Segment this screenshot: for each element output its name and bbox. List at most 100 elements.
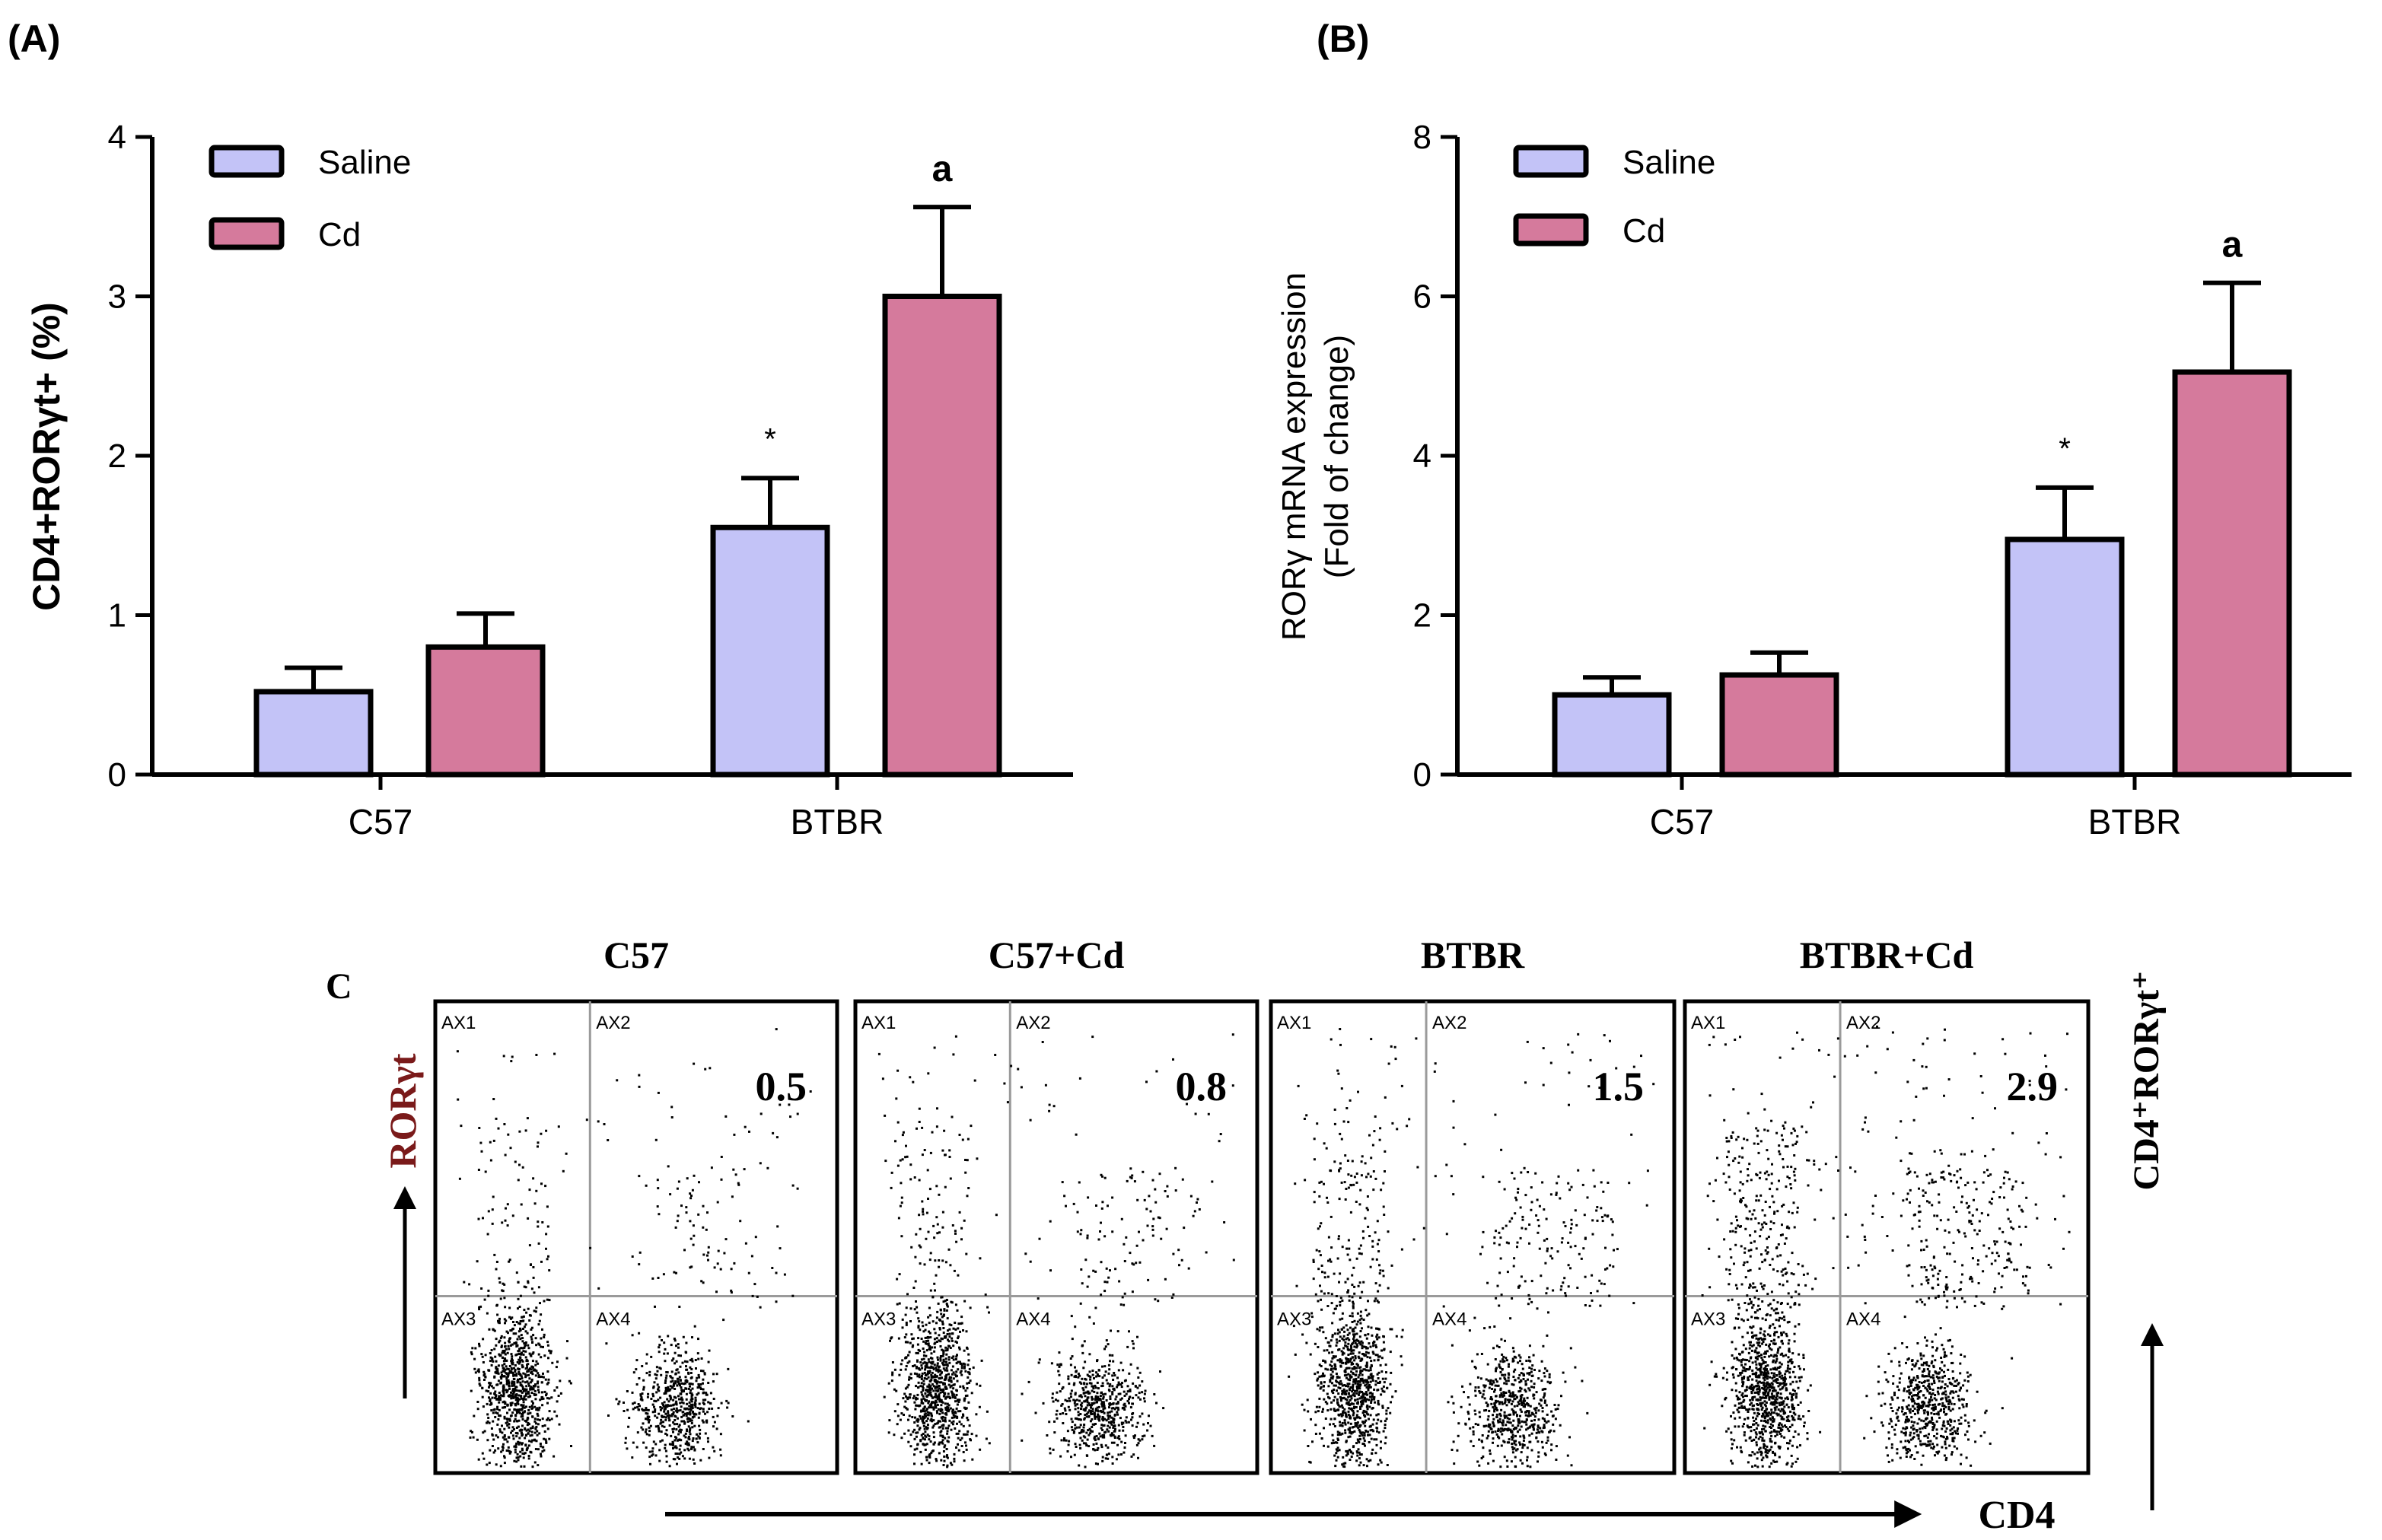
event-dot (1374, 1401, 1376, 1404)
event-dot (1080, 1405, 1083, 1408)
event-dot (1347, 1395, 1350, 1398)
event-dot (1532, 1424, 1535, 1427)
event-dot (482, 1374, 486, 1377)
event-dot (930, 1401, 933, 1404)
event-dot (1522, 1435, 1525, 1438)
event-dot (915, 1431, 918, 1434)
event-dot (1084, 1258, 1088, 1262)
event-dot (680, 1428, 683, 1431)
event-dot (502, 1350, 505, 1352)
event-dot (1554, 1418, 1557, 1421)
dot-plot-title: C57+Cd (989, 934, 1125, 976)
event-dot (1093, 1437, 1096, 1440)
event-dot (1515, 1395, 1518, 1398)
event-dot (1367, 1430, 1370, 1433)
event-dot (489, 1141, 492, 1144)
event-dot (912, 1365, 915, 1367)
event-dot (1371, 1375, 1374, 1378)
event-dot (1104, 1430, 1107, 1433)
event-dot (513, 1459, 516, 1462)
event-dot (939, 1359, 942, 1362)
event-dot (1333, 1441, 1336, 1444)
event-dot (1511, 1391, 1514, 1394)
event-dot (524, 1330, 527, 1333)
event-dot (487, 1210, 490, 1213)
event-dot (1093, 1390, 1096, 1393)
event-dot (487, 1289, 490, 1292)
event-dot (955, 1432, 958, 1435)
event-dot (896, 1403, 900, 1406)
event-dot (944, 1349, 947, 1352)
event-dot (1094, 1423, 1097, 1425)
event-dot (934, 1402, 937, 1404)
event-dot (1339, 1387, 1342, 1389)
event-dot (528, 1395, 531, 1398)
event-dot (1063, 1437, 1065, 1440)
event-dot (490, 1385, 493, 1388)
event-dot (1492, 1347, 1495, 1350)
event-dot (1564, 1380, 1567, 1383)
event-dot (1101, 1429, 1104, 1431)
event-dot (514, 1414, 517, 1417)
event-dot (473, 1357, 476, 1360)
event-dot (928, 1462, 931, 1465)
event-dot (518, 1306, 521, 1308)
event-dot (1359, 1408, 1361, 1410)
event-dot (658, 1213, 661, 1216)
event-dot (660, 1430, 663, 1433)
event-dot (514, 1398, 517, 1402)
event-dot (637, 1403, 640, 1405)
event-dot (1513, 1442, 1516, 1445)
event-dot (638, 1085, 641, 1088)
event-dot (1107, 1446, 1110, 1449)
event-dot (538, 1406, 541, 1409)
event-dot (521, 1405, 524, 1408)
event-dot (911, 1416, 914, 1418)
event-dot (1488, 1386, 1491, 1389)
event-dot (510, 1367, 513, 1370)
event-dot (641, 1365, 644, 1367)
event-dot (1317, 1346, 1320, 1348)
event-dot (1307, 1445, 1310, 1447)
event-dot (702, 1226, 705, 1229)
event-dot (935, 1125, 938, 1128)
event-dot (658, 1389, 661, 1392)
event-dot (482, 1338, 485, 1341)
event-dot (546, 1417, 549, 1420)
event-dot (949, 1462, 952, 1465)
event-dot (529, 1381, 532, 1384)
event-dot (909, 1373, 912, 1376)
event-dot (540, 1260, 543, 1263)
event-dot (1381, 1405, 1384, 1408)
event-dot (497, 1379, 500, 1382)
event-dot (1358, 1357, 1361, 1360)
event-dot (664, 1432, 667, 1435)
event-dot (958, 1360, 961, 1363)
event-dot (1387, 1287, 1390, 1290)
dot-plot-title: C57 (603, 934, 669, 976)
event-dot (951, 1337, 954, 1340)
event-dot (1149, 1210, 1152, 1213)
event-dot (529, 1427, 532, 1430)
event-dot (1488, 1409, 1491, 1412)
event-dot (1110, 1403, 1113, 1406)
event-dot (670, 1376, 673, 1379)
quadrant-label: AX3 (861, 1309, 896, 1330)
event-dot (1364, 1384, 1367, 1387)
event-dot (1352, 1452, 1355, 1455)
event-dot (941, 1354, 944, 1357)
event-dot (525, 1420, 528, 1423)
event-dot (915, 1300, 917, 1303)
event-dot (1135, 1443, 1138, 1446)
event-dot (603, 1123, 606, 1125)
event-dot (545, 1129, 548, 1132)
event-dot (523, 1309, 526, 1312)
event-dot (948, 1376, 951, 1379)
event-dot (1358, 1464, 1361, 1467)
event-dot (680, 1204, 683, 1208)
event-dot (664, 1376, 667, 1379)
event-dot (1078, 1426, 1081, 1429)
event-dot (923, 1371, 926, 1374)
event-dot (1338, 1431, 1341, 1434)
event-dot (1078, 1418, 1081, 1421)
